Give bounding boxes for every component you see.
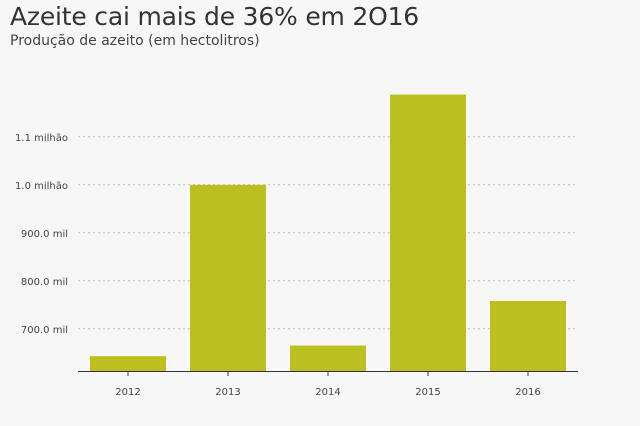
y-tick-label: 900.0 mil [21, 229, 68, 240]
x-tick-label: 2016 [515, 387, 540, 398]
chart-title: Azeite cai mais de 36% em 2O16 [10, 2, 420, 31]
x-tick-label: 2014 [315, 387, 340, 398]
chart-subtitle: Produção de azeito (em hectolitros) [10, 33, 260, 49]
x-tick-label: 2013 [215, 387, 240, 398]
y-tick-label: 800.0 mil [21, 277, 68, 288]
gridlines [78, 136, 578, 330]
bar-2014 [290, 345, 366, 371]
bar-2015 [390, 94, 466, 372]
y-tick-label: 1.0 milhão [15, 181, 68, 192]
x-axis: 2012 2013 2014 2015 2016 [115, 371, 541, 398]
bars [90, 94, 566, 372]
x-tick-label: 2015 [415, 387, 440, 398]
y-tick-label: 700.0 mil [21, 325, 68, 336]
bar-2013 [190, 184, 266, 371]
bar-2016 [490, 300, 566, 371]
y-axis-tick-labels: 700.0 mil 800.0 mil 900.0 mil 1.0 milhão 1.1… [15, 133, 68, 336]
x-tick-label: 2012 [115, 387, 140, 398]
bar-2012 [90, 356, 166, 371]
y-tick-label: 1.1 milhão [15, 133, 68, 144]
